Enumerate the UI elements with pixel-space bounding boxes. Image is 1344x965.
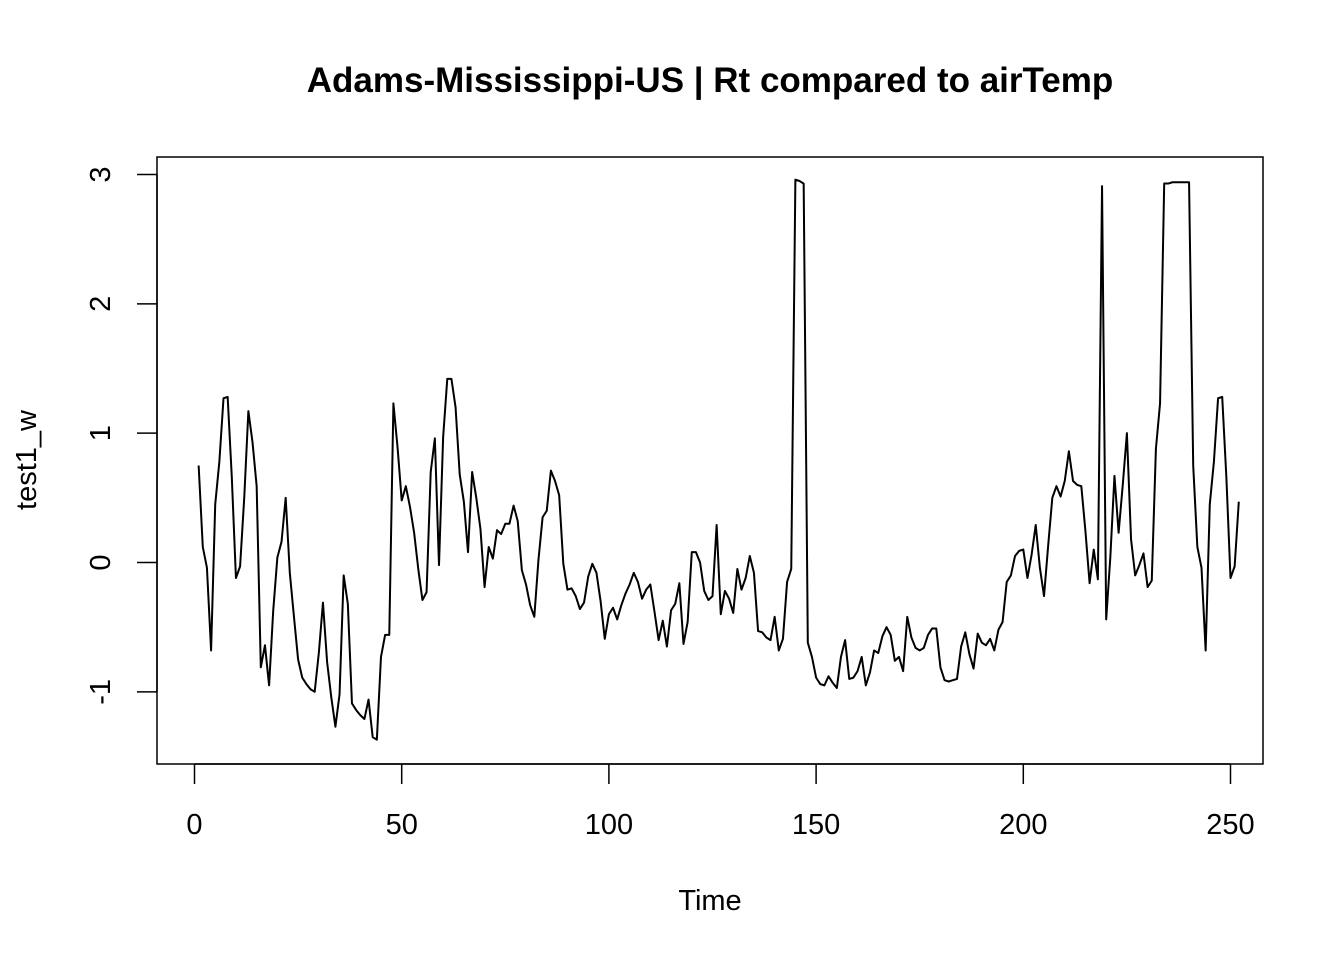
x-axis: 0 50 100 150 200 250 <box>186 763 1255 841</box>
y-axis: -1 0 1 2 3 <box>85 166 158 705</box>
y-tick-label: 2 <box>85 296 117 312</box>
y-tick-label: 0 <box>85 554 117 570</box>
x-tick-label: 200 <box>999 809 1047 841</box>
y-tick-label: 3 <box>85 166 117 182</box>
x-tick-label: 250 <box>1206 809 1254 841</box>
x-tick-label: 0 <box>186 809 202 841</box>
series-line <box>197 178 1240 741</box>
x-tick-label: 150 <box>792 809 840 841</box>
y-axis-label: test1_w <box>11 409 43 510</box>
plot-frame <box>156 156 1264 765</box>
chart-title: Adams-Mississippi-US | Rt compared to ai… <box>307 61 1114 100</box>
x-axis-label: Time <box>678 885 741 917</box>
x-tick-label: 100 <box>585 809 633 841</box>
y-tick-label: 1 <box>85 425 117 441</box>
data-series <box>197 178 1240 741</box>
x-tick-label: 50 <box>386 809 418 841</box>
y-tick-label: -1 <box>85 679 117 705</box>
